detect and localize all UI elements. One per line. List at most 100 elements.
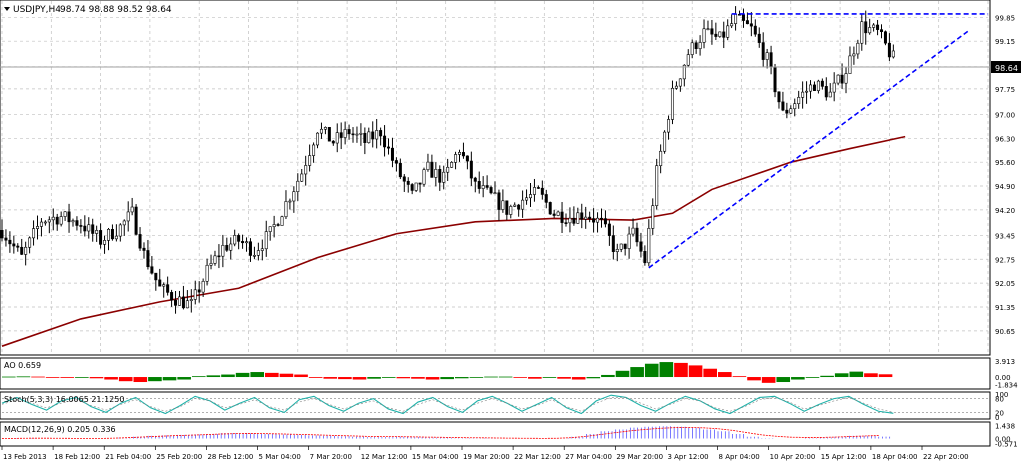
macd-tick-2: -0.571 [995,441,1018,449]
trendline-0[interactable] [648,30,969,269]
candle [828,83,832,98]
candle [824,77,828,101]
ao-bar [513,377,528,378]
candle [880,24,884,39]
candle [876,19,880,36]
candle [599,208,603,228]
candle [383,125,387,157]
candle [505,200,509,221]
macd-frame [0,421,991,447]
candle [229,237,233,260]
price-tick-5: 96.30 [995,135,1015,143]
time-tick-10: 22 Mar 12:00 [514,453,561,461]
ao-bar [864,373,878,378]
time-tick-2: 21 Feb 04:00 [105,453,151,461]
candle [465,155,469,170]
candle [154,272,158,291]
ao-histogram [2,362,893,383]
candle [351,127,355,143]
candle [272,215,276,238]
candle [12,235,16,254]
candle [651,198,655,235]
ao-bar [235,372,250,378]
candle [501,189,505,213]
candle [753,19,757,37]
ao-bar [469,377,484,378]
ao-bar [820,375,834,378]
ao-bar [454,377,469,379]
ma-line [1,135,906,347]
time-tick-18: 22 Apr 20:00 [923,453,969,461]
candle [312,142,316,163]
candle [256,242,260,261]
stoch-tick-3: 0 [995,414,999,422]
stoch-label: Stoch(5,3,3) 16.0065 21.1250 [4,395,124,404]
candle [469,151,473,186]
candle [832,72,836,102]
current-price-box [991,61,1021,73]
candle [596,212,600,233]
candle [438,165,442,191]
candle [103,235,107,254]
ao-bar [367,377,381,379]
time-tick-11: 27 Mar 04:00 [565,453,612,461]
candle [667,115,671,140]
candle [560,202,564,233]
candles [0,6,895,314]
ao-bar [659,362,674,378]
candle [477,171,481,194]
candle [79,219,83,234]
time-tick-13: 3 Apr 12:00 [667,453,708,461]
candle [493,181,497,195]
candle [237,233,241,250]
ao-bar [2,376,16,378]
candle [781,91,785,112]
candle [174,290,178,314]
candle [347,124,351,140]
candle [87,217,91,239]
price-tick-8: 94.20 [995,207,1015,215]
ao-bar [644,363,659,378]
candle [323,126,327,135]
candle [71,218,75,227]
candle [371,121,375,148]
candle [682,64,686,87]
candle [749,12,753,37]
ao-bar [294,374,308,378]
time-tick-14: 8 Apr 04:00 [719,453,760,461]
price-axis: 99.8599.1598.4097.7597.0096.3095.6094.90… [995,14,1018,448]
ao-tick-2: -1.834 [995,382,1018,390]
candle [205,258,209,286]
stoch-k-line [1,394,894,415]
candle [517,203,521,217]
candle [627,226,631,259]
candle [615,243,619,262]
collapse-triangle-icon[interactable] [4,7,10,11]
ao-bar [250,372,265,378]
candle [592,208,596,233]
trendlines[interactable] [648,13,988,269]
candle [35,215,39,240]
ao-bar [732,376,747,378]
stoch-d-line [1,397,894,413]
candle [95,225,99,242]
candle [363,127,367,155]
candle [887,33,891,61]
candle [335,123,339,153]
candle [189,289,193,313]
candle [722,21,726,49]
ao-bar [279,373,294,378]
candle [805,81,809,104]
candle [714,22,718,41]
ao-bar [834,373,849,378]
candle [473,176,477,193]
candle [789,105,793,115]
candle [793,98,797,117]
candle [564,213,568,227]
candle [426,153,430,172]
candle [430,154,434,178]
stoch-tick-0: 100 [995,391,1008,399]
macd-tick-0: 1.438 [995,422,1015,430]
candle [544,189,548,209]
